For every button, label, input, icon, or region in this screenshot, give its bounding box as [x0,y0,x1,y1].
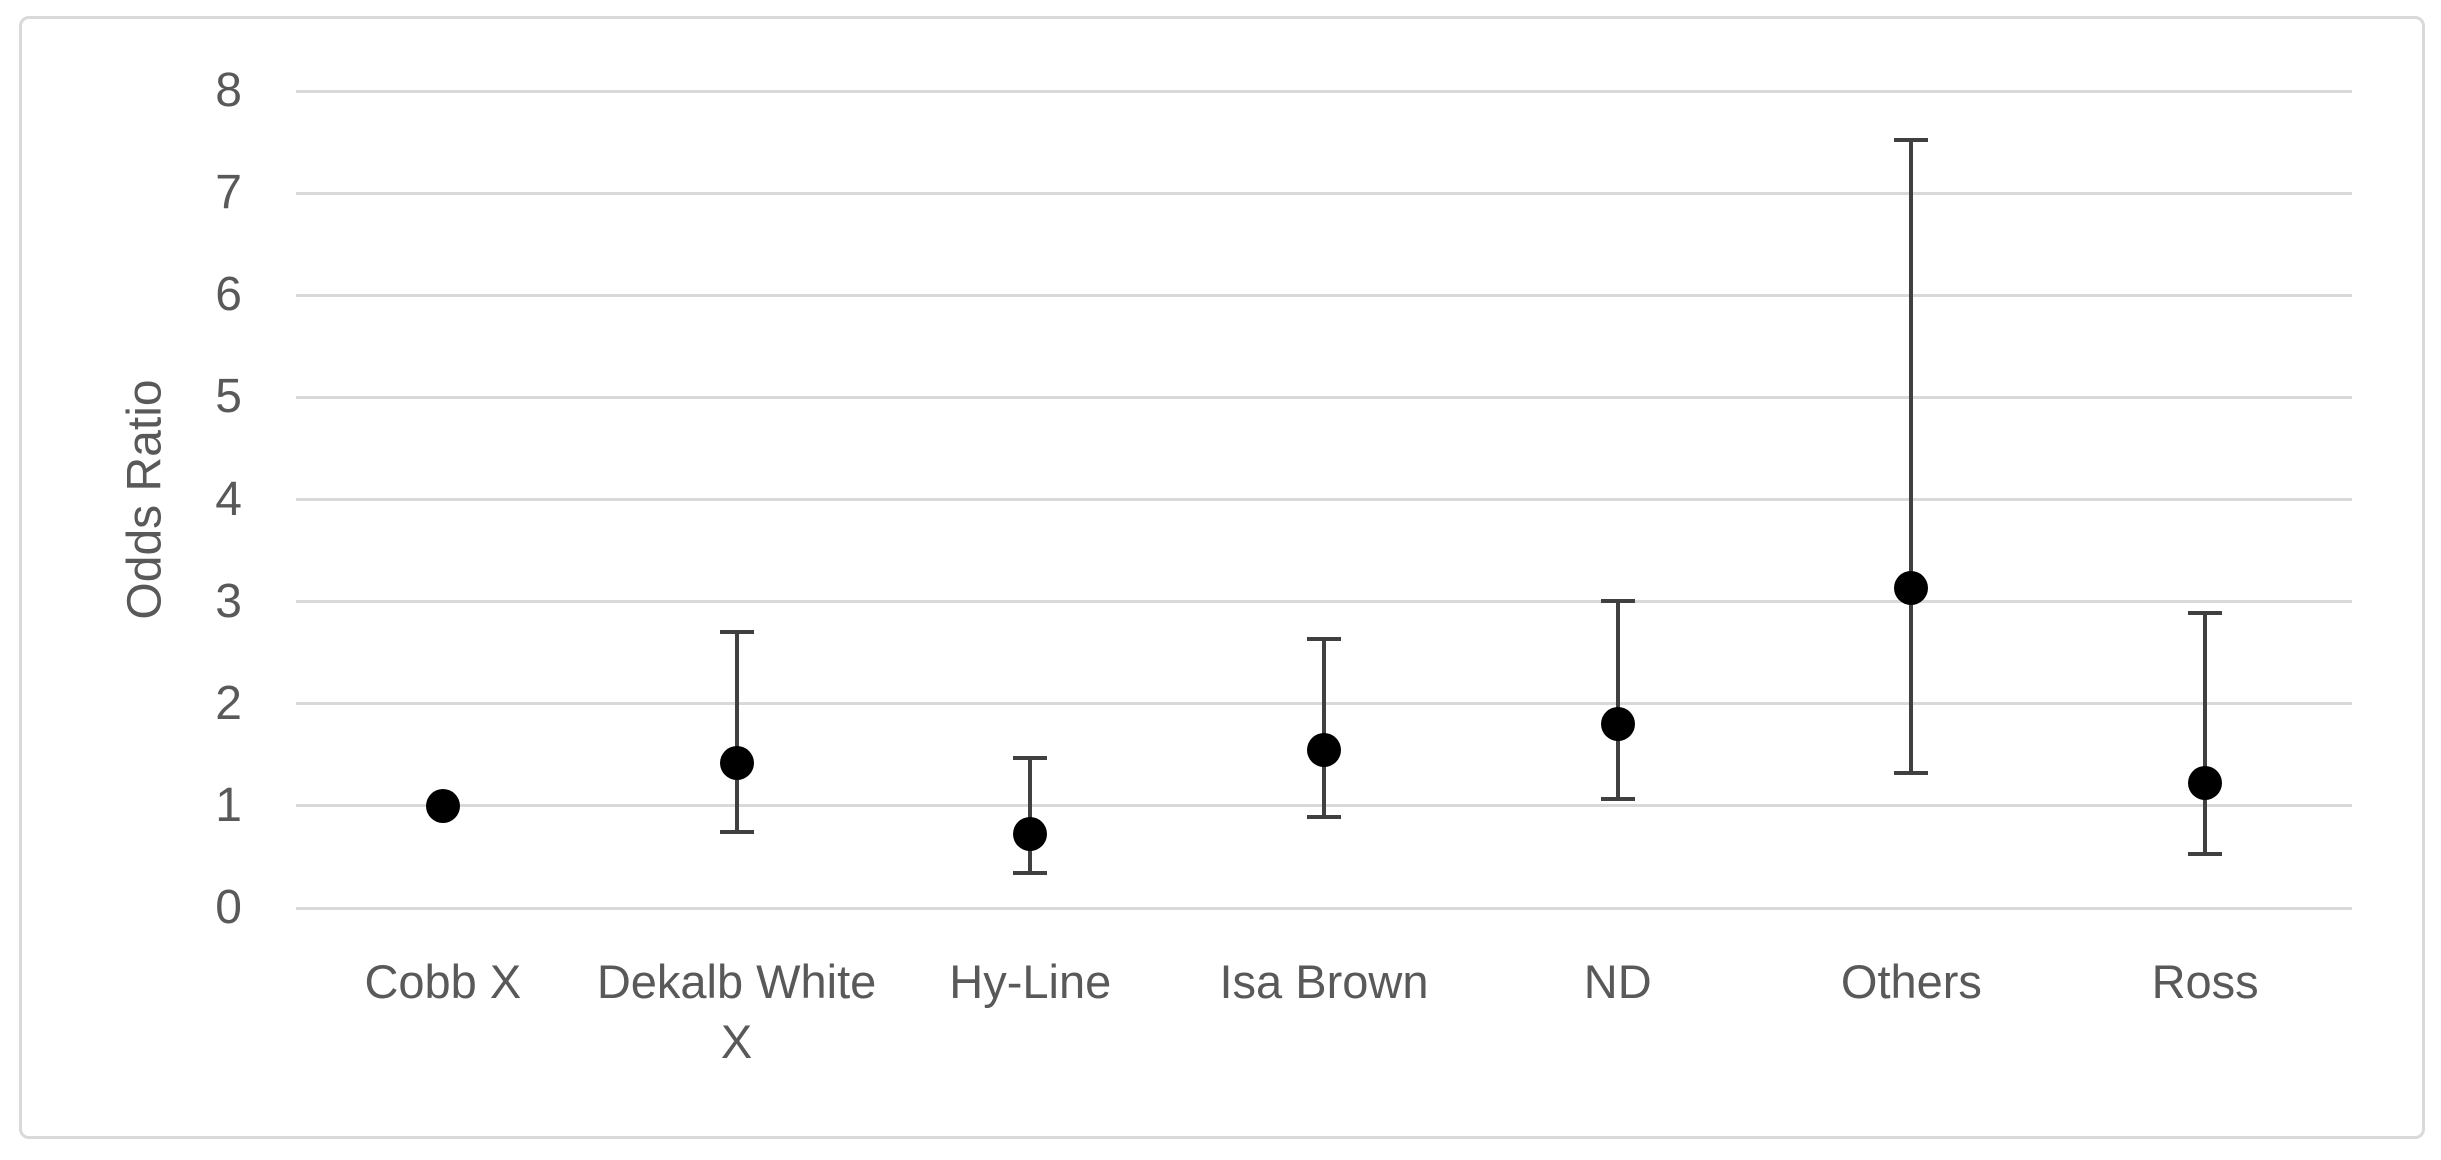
gridline-y-7 [296,191,2352,195]
y-tick-label-7: 7 [215,166,242,220]
error-bar-cap-top [1013,755,1048,760]
y-tick-label-6: 6 [215,268,242,322]
data-point-marker [1307,732,1341,767]
error-bar-line [1322,639,1326,818]
error-bar-line [1909,140,1914,774]
error-bar-cap-top [719,630,754,635]
gridline-y-6 [296,293,2352,297]
y-tick-label-8: 8 [215,64,242,117]
error-bar-cap-bottom [719,830,754,835]
chart-frame [19,16,2425,1139]
error-bar-line [2203,612,2208,854]
data-point-marker [719,745,754,780]
error-bar-cap-top [2188,610,2223,615]
error-bar-cap-bottom [1307,815,1341,820]
data-point-marker [2188,766,2223,801]
error-bar-cap-top [1894,138,1929,143]
category-label: Cobb X [364,955,522,1008]
data-point-marker [1013,817,1048,852]
y-tick-label-2: 2 [215,676,242,730]
gridline-y-4 [296,498,2352,501]
data-point-marker [1894,571,1929,606]
gridline-y-8 [296,89,2352,93]
error-bar-cap-bottom [1600,796,1635,801]
y-tick-label-4: 4 [215,472,242,526]
error-bar-cap-bottom [1894,771,1929,776]
category-label: Ross [2151,955,2259,1008]
error-bar-line [1028,757,1033,874]
data-point-marker [425,788,460,823]
category-label: Isa Brown [1219,955,1429,1008]
error-bar-line [734,632,739,833]
category-label: Others [1840,955,1982,1008]
data-point-marker [1600,707,1635,742]
category-label: Dekalb White X [596,955,877,1068]
y-tick-label-1: 1 [215,778,242,832]
y-axis-title: Odds Ratio [118,379,172,620]
gridline-y-5 [296,395,2352,399]
error-bar-cap-top [1600,598,1635,603]
y-axis-title-box: Odds Ratio [95,91,195,908]
y-tick-label-0: 0 [215,881,242,934]
gridline-y-0 [296,906,2352,910]
gridline-y-3 [296,600,2352,604]
error-bar-line [1615,600,1620,799]
category-label: ND [1583,955,1652,1008]
error-bar-cap-top [1307,637,1341,642]
y-tick-label-5: 5 [215,370,242,424]
error-bar-cap-bottom [2188,851,2223,856]
category-label: Hy-Line [949,955,1112,1008]
error-bar-cap-bottom [1013,871,1048,876]
y-tick-label-3: 3 [215,574,242,628]
